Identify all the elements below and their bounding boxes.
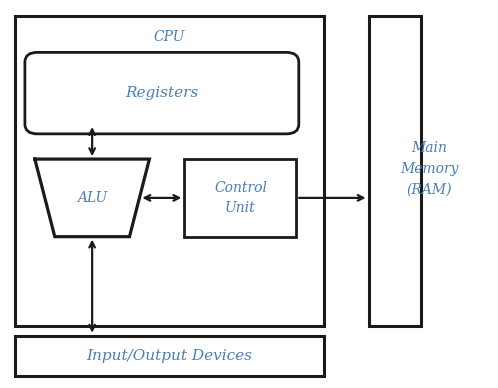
FancyBboxPatch shape	[15, 16, 324, 326]
FancyBboxPatch shape	[15, 336, 324, 376]
Polygon shape	[35, 159, 149, 237]
Text: Input/Output Devices: Input/Output Devices	[86, 349, 252, 363]
Text: Registers: Registers	[125, 86, 199, 100]
FancyBboxPatch shape	[369, 16, 421, 326]
Text: CPU: CPU	[153, 30, 185, 44]
FancyBboxPatch shape	[25, 52, 299, 134]
Text: Main
Memory
(RAM): Main Memory (RAM)	[400, 141, 459, 196]
FancyBboxPatch shape	[184, 159, 296, 237]
Text: ALU: ALU	[77, 191, 107, 205]
Text: Control
Unit: Control Unit	[214, 181, 267, 215]
